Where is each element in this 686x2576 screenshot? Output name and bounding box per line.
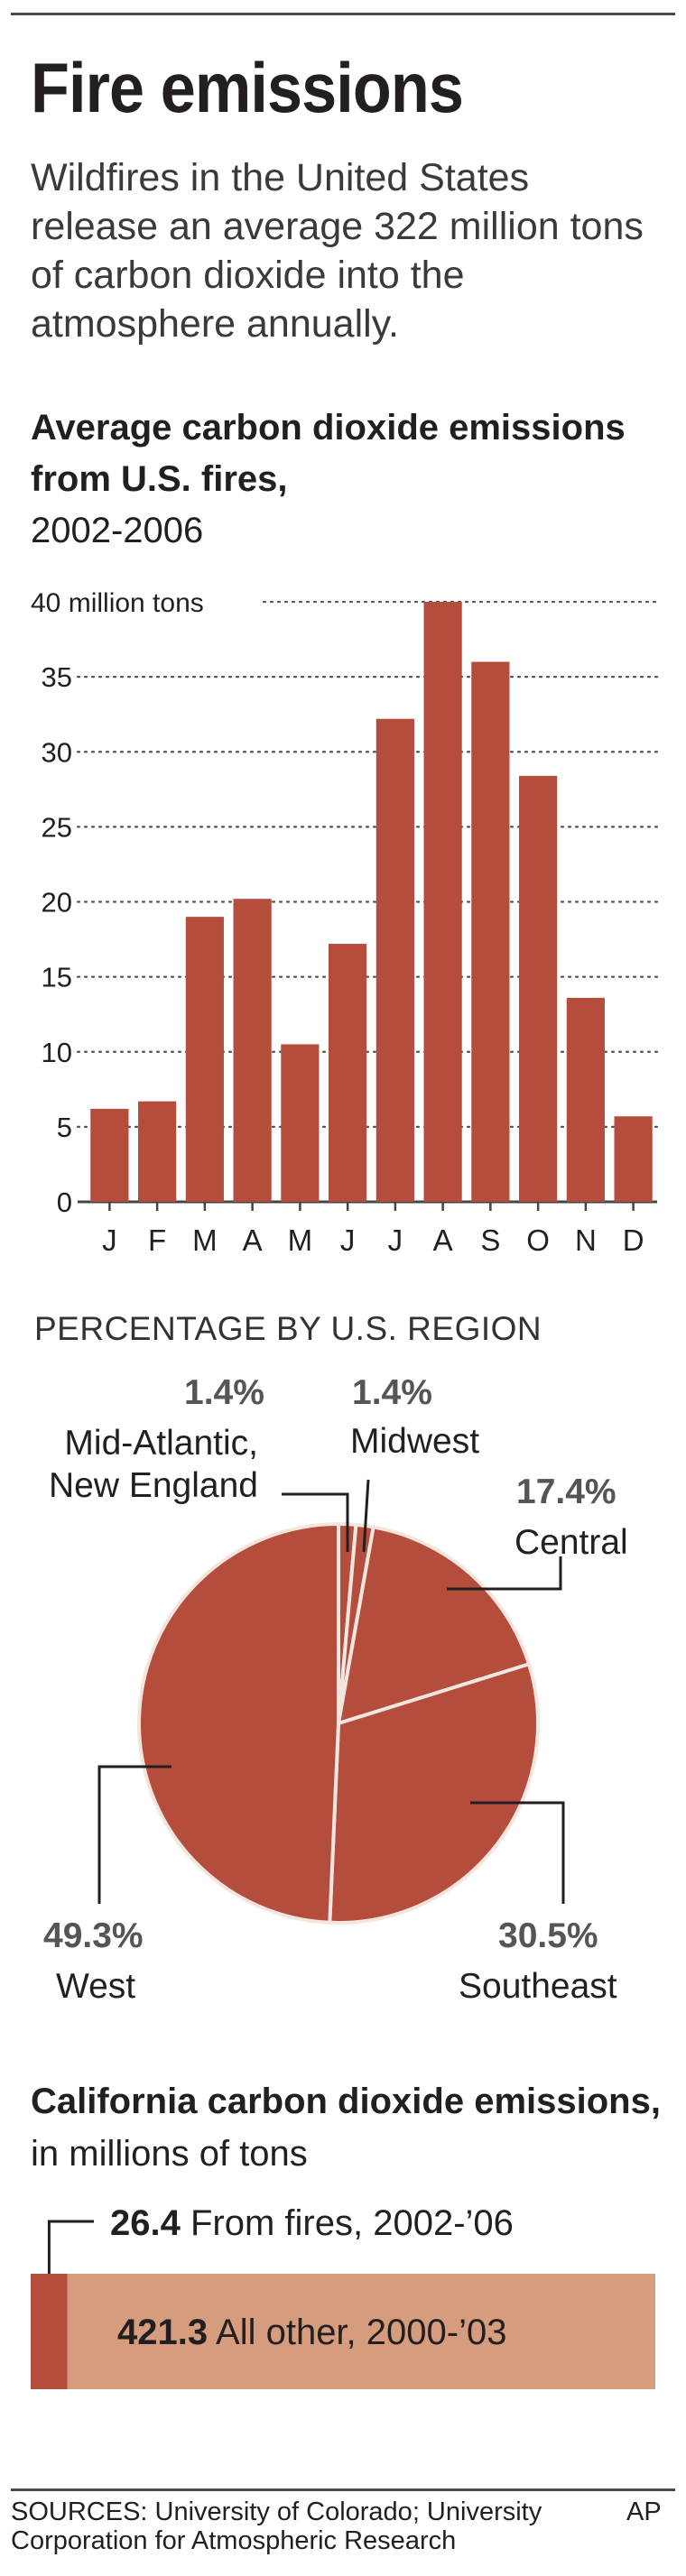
pie-pct-midatlantic: 1.4% — [184, 1373, 264, 1412]
ca-fires-label: 26.4 From fires, 2002-’06 — [110, 2203, 514, 2244]
y-tick-label: 35 — [42, 661, 72, 693]
pie-label-west: West — [56, 1967, 136, 2006]
ca-fires-text: From fires, 2002-’06 — [190, 2203, 514, 2243]
y-tick-label: 30 — [42, 736, 72, 768]
bar — [185, 917, 224, 1202]
y-tick-label: 40 million tons — [31, 588, 204, 618]
pie-label-midatlantic-line2: New England — [49, 1466, 258, 1505]
pie-slice — [337, 1525, 532, 1725]
ca-fires-leader — [47, 2220, 94, 2274]
pie-slice — [136, 1522, 340, 1925]
region-pie-chart — [97, 1479, 565, 1925]
x-tick-label: D — [623, 1223, 644, 1257]
ca-fires-bar — [31, 2274, 68, 2389]
bar — [423, 602, 462, 1202]
x-tick-label: J — [102, 1223, 117, 1257]
leader-line-central — [447, 1556, 562, 1591]
california-title-bold: California carbon dioxide emissions, — [31, 2082, 661, 2121]
bar-chart-title-years: 2002-2006 — [31, 511, 204, 550]
bottom-rule — [11, 2488, 675, 2491]
bar — [375, 718, 414, 1202]
page-title: Fire emissions — [31, 48, 464, 127]
leader-line-midatlantic — [282, 1492, 349, 1552]
california-title-units: in millions of tons — [31, 2134, 308, 2174]
pie-slice — [328, 1662, 540, 1925]
pie-label-midatlantic: Mid-Atlantic, New England — [49, 1422, 258, 1507]
x-tick-label: O — [526, 1223, 550, 1257]
pie-pct-west: 49.3% — [43, 1916, 144, 1955]
bar — [233, 899, 272, 1202]
pie-label-midatlantic-line1: Mid-Atlantic, — [64, 1424, 258, 1463]
intro-text: Wildfires in the United States release a… — [31, 156, 644, 346]
california-title: California carbon dioxide emissions, in … — [31, 2075, 681, 2180]
bar — [566, 997, 605, 1202]
y-tick-label: 25 — [42, 811, 72, 843]
bar — [329, 944, 367, 1202]
x-tick-label: J — [388, 1223, 403, 1257]
y-tick-label: 5 — [57, 1112, 72, 1143]
ca-fires-value: 26.4 — [110, 2203, 181, 2243]
pie-label-midwest: Midwest — [350, 1422, 480, 1461]
x-tick-label: N — [575, 1223, 597, 1257]
x-tick-label: A — [243, 1223, 263, 1257]
pie-label-southeast: Southeast — [459, 1967, 617, 2006]
y-tick-label: 20 — [42, 887, 72, 919]
pie-pct-midwest: 1.4% — [352, 1373, 432, 1412]
ca-other-bar — [67, 2274, 655, 2389]
leader-line-southeast — [470, 1801, 565, 1904]
bar-chart-title-bold: Average carbon dioxide emissions from U.… — [31, 408, 626, 499]
pie-heading: PERCENTAGE BY U.S. REGION — [34, 1310, 542, 1347]
ca-other-label: 421.3 All other, 2000-’03 — [117, 2313, 506, 2353]
bar — [138, 1101, 177, 1202]
x-tick-label: M — [192, 1223, 218, 1257]
x-tick-label: S — [480, 1223, 500, 1257]
sources-text: SOURCES: University of Colorado; Univers… — [11, 2498, 542, 2555]
california-bar-chart — [31, 2220, 655, 2389]
y-tick-label: 10 — [42, 1037, 72, 1068]
bar — [471, 661, 510, 1202]
pie-label-central: Central — [514, 1523, 628, 1562]
leader-line-midwest — [362, 1479, 370, 1553]
x-tick-label: A — [433, 1223, 453, 1257]
x-tick-label: F — [148, 1223, 166, 1257]
bar — [519, 775, 558, 1202]
pie-pct-southeast: 30.5% — [498, 1916, 598, 1955]
leader-line-west — [97, 1765, 172, 1904]
x-tick-label: J — [340, 1223, 356, 1257]
bar — [281, 1044, 320, 1202]
top-rule — [11, 13, 675, 15]
ca-other-text: All other, 2000-’03 — [216, 2313, 507, 2352]
bar — [614, 1116, 653, 1202]
bar — [90, 1108, 129, 1202]
credit-text: AP — [626, 2498, 662, 2526]
y-tick-label: 15 — [42, 962, 72, 993]
bar-chart-title: Average carbon dioxide emissions from U.… — [31, 402, 663, 557]
x-tick-label: M — [288, 1223, 313, 1257]
ca-other-value: 421.3 — [117, 2313, 209, 2352]
pie-pct-central: 17.4% — [516, 1473, 616, 1511]
y-tick-label: 0 — [57, 1186, 72, 1218]
